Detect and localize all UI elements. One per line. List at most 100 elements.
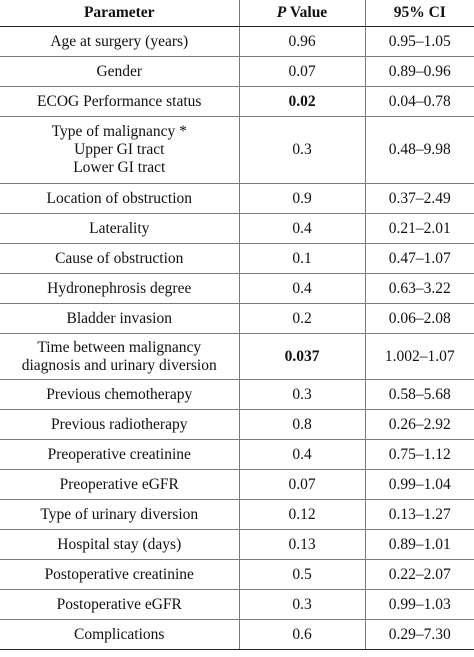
table-row: Type of malignancy * Upper GI tract Lower … — [0, 116, 474, 184]
parameter-line: Gender — [96, 62, 143, 80]
p-value-cell: 0.2 — [239, 303, 366, 334]
table-row: Location of obstruction 0.9 0.37–2.49 — [0, 183, 474, 214]
parameter-cell: Preoperative eGFR — [0, 469, 240, 500]
table-row: Type of urinary diversion 0.12 0.13–1.27 — [0, 499, 474, 530]
parameter-cell: Laterality — [0, 213, 240, 244]
ci-cell: 0.26–2.92 — [365, 409, 474, 440]
parameter-cell: Preoperative creatinine — [0, 439, 240, 470]
parameter-line: Postoperative eGFR — [56, 595, 182, 613]
table-row: Preoperative eGFR 0.07 0.99–1.04 — [0, 469, 474, 500]
table-row: Previous chemotherapy 0.3 0.58–5.68 — [0, 379, 474, 410]
table-row: Complications 0.6 0.29–7.30 — [0, 619, 474, 650]
ci-cell: 0.89–1.01 — [365, 529, 474, 560]
table-row: ECOG Performance status 0.02 0.04–0.78 — [0, 86, 474, 117]
header-p-rest: Value — [286, 4, 328, 21]
parameter-cell: ECOG Performance status — [0, 86, 240, 117]
p-value-cell: 0.3 — [239, 589, 366, 620]
parameter-line: Cause of obstruction — [55, 249, 184, 267]
parameter-cell: Age at surgery (years) — [0, 26, 240, 57]
p-value-cell: 0.9 — [239, 183, 366, 214]
table-row: Laterality 0.4 0.21–2.01 — [0, 213, 474, 244]
ci-cell: 0.95–1.05 — [365, 26, 474, 57]
parameter-cell: Complications — [0, 619, 240, 650]
parameter-line: Type of malignancy * — [51, 123, 187, 140]
ci-cell: 0.99–1.04 — [365, 469, 474, 500]
table-row: Bladder invasion 0.2 0.06–2.08 — [0, 303, 474, 334]
parameter-line: Upper GI tract — [74, 141, 165, 158]
parameter-cell: Bladder invasion — [0, 303, 240, 334]
parameter-line: Age at surgery (years) — [50, 32, 189, 50]
ci-cell: 0.37–2.49 — [365, 183, 474, 214]
parameter-cell: Type of urinary diversion — [0, 499, 240, 530]
ci-cell: 0.06–2.08 — [365, 303, 474, 334]
header-ci: 95% CI — [365, 0, 474, 27]
header-p-italic: P — [276, 4, 287, 21]
ci-cell: 0.13–1.27 — [365, 499, 474, 530]
ci-cell: 0.47–1.07 — [365, 243, 474, 274]
ci-cell: 0.29–7.30 — [365, 619, 474, 650]
p-value-cell: 0.037 — [239, 333, 366, 380]
parameter-line: Hydronephrosis degree — [47, 279, 192, 297]
parameter-cell: Hydronephrosis degree — [0, 273, 240, 304]
table-row: Preoperative creatinine 0.4 0.75–1.12 — [0, 439, 474, 470]
p-value-cell: 0.02 — [239, 86, 366, 117]
table-row: Gender 0.07 0.89–0.96 — [0, 56, 474, 87]
parameter-cell: Postoperative creatinine — [0, 559, 240, 590]
parameter-line: Complications — [74, 625, 165, 643]
ci-cell: 0.58–5.68 — [365, 379, 474, 410]
parameter-line: ECOG Performance status — [37, 92, 202, 110]
p-value-cell: 0.96 — [239, 26, 366, 57]
ci-cell: 0.48–9.98 — [365, 116, 474, 184]
parameter-line: Bladder invasion — [66, 309, 172, 327]
table-row: Cause of obstruction 0.1 0.47–1.07 — [0, 243, 474, 274]
parameter-cell: Previous chemotherapy — [0, 379, 240, 410]
ci-cell: 0.22–2.07 — [365, 559, 474, 590]
table-row: Age at surgery (years) 0.96 0.95–1.05 — [0, 26, 474, 57]
parameter-line: Lower GI tract — [73, 159, 166, 176]
parameter-line: Time between malignancy — [37, 338, 202, 356]
table-row: Postoperative creatinine 0.5 0.22–2.07 — [0, 559, 474, 590]
parameter-line: Previous radiotherapy — [51, 415, 188, 433]
table-row: Previous radiotherapy 0.8 0.26–2.92 — [0, 409, 474, 440]
table-header-row: Parameter P Value 95% CI — [0, 0, 474, 27]
p-value-cell: 0.5 — [239, 559, 366, 590]
p-value-cell: 0.3 — [239, 379, 366, 410]
header-parameter: Parameter — [0, 0, 240, 27]
table-row: Time between malignancy diagnosis and uri… — [0, 333, 474, 380]
parameter-line: Preoperative creatinine — [47, 445, 191, 463]
table-body: Age at surgery (years) 0.96 0.95–1.05 Gende… — [0, 26, 474, 650]
p-value-cell: 0.07 — [239, 56, 366, 87]
parameter-cell: Type of malignancy * Upper GI tract Lower … — [0, 116, 240, 184]
parameter-line: Preoperative eGFR — [59, 475, 179, 493]
parameter-line: Hospital stay (days) — [57, 535, 182, 553]
table-row: Hydronephrosis degree 0.4 0.63–3.22 — [0, 273, 474, 304]
table-row: Hospital stay (days) 0.13 0.89–1.01 — [0, 529, 474, 560]
parameter-line: diagnosis and urinary diversion — [21, 356, 217, 374]
ci-cell: 0.04–0.78 — [365, 86, 474, 117]
ci-cell: 0.99–1.03 — [365, 589, 474, 620]
ci-cell: 0.21–2.01 — [365, 213, 474, 244]
p-value-cell: 0.4 — [239, 273, 366, 304]
parameter-line: Laterality — [89, 219, 150, 237]
parameter-line: Location of obstruction — [46, 189, 193, 207]
p-value-cell: 0.1 — [239, 243, 366, 274]
parameter-cell: Hospital stay (days) — [0, 529, 240, 560]
p-value-cell: 0.8 — [239, 409, 366, 440]
p-value-cell: 0.6 — [239, 619, 366, 650]
parameter-cell: Cause of obstruction — [0, 243, 240, 274]
header-p-value: P Value — [239, 0, 366, 27]
parameter-line: Postoperative creatinine — [44, 565, 194, 583]
ci-cell: 0.63–3.22 — [365, 273, 474, 304]
p-value-cell: 0.07 — [239, 469, 366, 500]
ci-cell: 1.002–1.07 — [365, 333, 474, 380]
parameter-cell: Previous radiotherapy — [0, 409, 240, 440]
p-value-cell: 0.4 — [239, 213, 366, 244]
p-value-cell: 0.4 — [239, 439, 366, 470]
p-value-cell: 0.3 — [239, 116, 366, 184]
p-value-cell: 0.13 — [239, 529, 366, 560]
parameter-cell: Time between malignancy diagnosis and uri… — [0, 333, 240, 380]
parameter-cell: Postoperative eGFR — [0, 589, 240, 620]
ci-cell: 0.89–0.96 — [365, 56, 474, 87]
parameter-line: Previous chemotherapy — [46, 385, 193, 403]
